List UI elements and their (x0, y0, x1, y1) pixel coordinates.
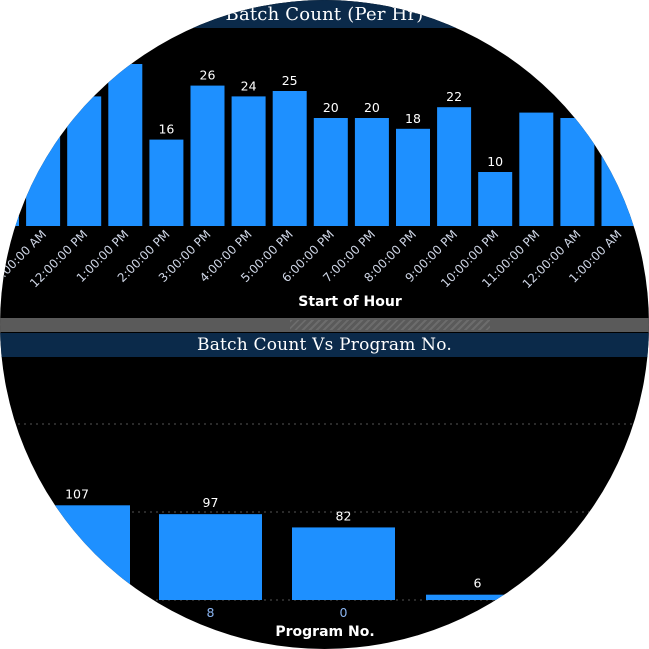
chart2-bar (27, 505, 130, 600)
chart1-bar (314, 118, 348, 226)
chart1-bar (0, 118, 19, 226)
chart1-bar (396, 129, 430, 226)
chart1-bar (437, 107, 471, 226)
chart1-bar (232, 96, 266, 226)
chart1-bar (602, 118, 636, 226)
chart2-title: Batch Count Vs Program No. (0, 333, 649, 357)
chart1-data-label: 25 (282, 73, 298, 88)
chart2-bar (159, 514, 262, 600)
chart2-data-label: 97 (203, 495, 219, 510)
chart2-bar (426, 595, 529, 600)
chart2-x-axis-title: Program No. (250, 624, 400, 640)
chart1-data-label: 20 (323, 100, 339, 115)
chart1-bar (26, 102, 60, 226)
chart1-data-label: 20 (364, 100, 380, 115)
chart1-data-label: 24 (76, 78, 92, 93)
chart1-bar (560, 118, 594, 226)
chart2-tick-label: 0 (340, 605, 348, 620)
chart1-bar (519, 113, 553, 226)
chart1-bar (108, 64, 142, 226)
chart1-data-label: 26 (200, 68, 216, 83)
chart1-data-label: 18 (405, 111, 421, 126)
chart2-data-label: 82 (336, 508, 352, 523)
panel-divider-grip[interactable] (290, 320, 490, 330)
chart1-bar (355, 118, 389, 226)
chart1-data-label: 22 (446, 89, 462, 104)
chart1-bar (273, 91, 307, 226)
chart1-bar (67, 96, 101, 226)
chart2-bar (292, 527, 395, 600)
chart2-data-label: 6 (474, 576, 482, 591)
chart1-bar (478, 172, 512, 226)
chart2-data-label: 107 (65, 486, 89, 501)
chart1-data-label: 30 (117, 46, 133, 61)
chart1-bar (191, 86, 225, 226)
chart2-tick-label: 8 (207, 605, 215, 620)
chart1-bar (149, 140, 183, 226)
chart1-x-axis-title: Start of Hour (250, 294, 450, 310)
chart1-data-label: 10 (487, 154, 503, 169)
chart1-title: Batch Count (Per Hr) (0, 0, 649, 28)
chart1-data-label: 16 (158, 122, 174, 137)
chart1-data-label: 24 (241, 78, 257, 93)
